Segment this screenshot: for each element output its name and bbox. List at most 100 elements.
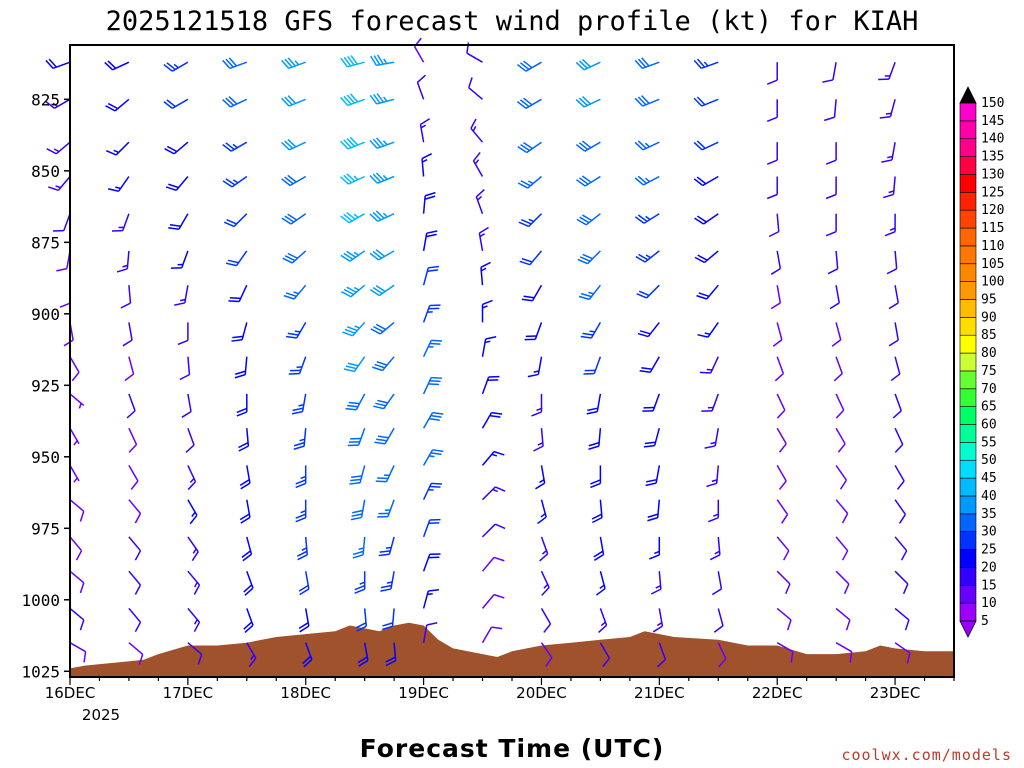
barb-full: [849, 651, 853, 663]
wind-barb: [187, 465, 197, 491]
barb-half: [173, 63, 179, 69]
colorbar-label: 100: [981, 275, 1004, 290]
wind-barb: [540, 608, 552, 633]
barb-half: [232, 179, 239, 184]
barb-full: [824, 116, 835, 122]
barb-half: [55, 185, 61, 189]
barb-full: [701, 410, 713, 412]
wind-barb: [693, 96, 719, 107]
barb-full: [348, 401, 360, 405]
barb-half: [420, 124, 427, 129]
wind-barb: [372, 356, 395, 372]
barb-full: [243, 621, 253, 630]
barb-full: [372, 250, 383, 259]
barb-full: [298, 584, 309, 592]
barb-full: [350, 55, 359, 65]
barb-half: [480, 267, 487, 272]
wind-barb: [295, 465, 307, 489]
colorbar-cell: [959, 459, 977, 479]
barb-full: [373, 325, 384, 333]
colorbar-label: 140: [981, 132, 1004, 147]
wind-barb: [231, 322, 248, 342]
wind-barb: [770, 250, 782, 275]
wind-barb: [59, 285, 71, 308]
barb-full: [289, 369, 301, 372]
wind-barb: [879, 99, 896, 119]
barb-full: [581, 175, 592, 183]
barb-half: [382, 140, 388, 146]
barb-full: [491, 411, 503, 415]
wind-barb: [340, 93, 365, 107]
colorbar-label: 65: [981, 400, 997, 415]
wind-barb: [298, 571, 310, 596]
barb-full: [634, 177, 644, 186]
barb-half: [645, 215, 651, 221]
barb-full: [704, 445, 716, 449]
barb-full: [582, 58, 591, 68]
wind-barb: [163, 98, 189, 109]
barb-staff: [776, 536, 790, 552]
wind-barb: [475, 189, 485, 214]
wind-barb: [419, 118, 431, 143]
barb-half: [527, 180, 534, 185]
barb-full: [647, 516, 658, 522]
barb-full: [343, 252, 354, 260]
barb-half: [711, 479, 718, 483]
wind-barb: [128, 427, 138, 453]
barb-full: [291, 410, 303, 415]
barb-full: [228, 300, 240, 303]
wind-barb: [649, 536, 661, 560]
barb-full: [580, 292, 592, 298]
wind-barb: [533, 428, 544, 452]
barb-full: [845, 619, 851, 631]
wind-barb: [69, 499, 85, 522]
barb-full: [541, 587, 550, 596]
barb-half: [353, 213, 359, 219]
colorbar-cell: [959, 477, 977, 497]
wind-barb: [590, 465, 602, 489]
wind-barb: [521, 284, 543, 302]
barb-staff: [776, 499, 789, 515]
barb-staff: [69, 499, 85, 512]
barb-full: [295, 517, 306, 523]
colorbar-label: 30: [981, 525, 997, 540]
barb-half: [384, 474, 390, 477]
barb-full: [778, 480, 787, 490]
wind-barb: [69, 607, 85, 631]
barb-staff: [835, 536, 849, 552]
barb-full: [340, 140, 349, 150]
barb-half: [654, 550, 660, 555]
barb-full: [222, 180, 233, 188]
wind-barb: [46, 141, 71, 155]
wind-barb: [378, 536, 395, 557]
wind-barb: [835, 607, 851, 631]
barb-full: [641, 95, 650, 104]
colorbar-cell: [959, 352, 977, 372]
barb-full: [593, 550, 604, 558]
barb-full: [652, 625, 663, 633]
barb-half: [710, 441, 716, 445]
barb-full: [487, 379, 499, 382]
colorbar-label: 25: [981, 543, 997, 558]
barb-full: [649, 554, 660, 560]
wind-barb: [591, 499, 603, 524]
barb-full: [592, 516, 603, 524]
colorbar-cell: [959, 209, 977, 229]
barb-half: [300, 510, 306, 514]
barb-full: [884, 231, 896, 237]
colorbar-cell: [959, 388, 977, 407]
barb-full: [163, 101, 173, 109]
colorbar-label: 125: [981, 185, 1004, 200]
barb-full: [493, 593, 505, 599]
barb-half: [354, 325, 360, 329]
barb-full: [238, 441, 249, 449]
barb-full: [432, 449, 444, 453]
barb-full: [229, 296, 241, 300]
barb-full: [295, 482, 306, 489]
barb-half: [707, 406, 714, 409]
wind-barb: [422, 482, 443, 501]
barb-half: [294, 330, 301, 333]
wind-barb: [422, 376, 443, 395]
barb-full: [575, 61, 585, 71]
